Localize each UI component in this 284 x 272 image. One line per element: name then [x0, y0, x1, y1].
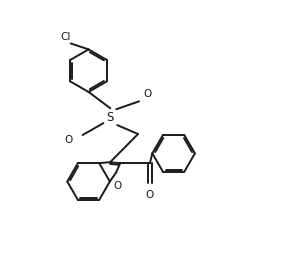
Text: O: O — [146, 190, 154, 200]
Text: O: O — [113, 181, 121, 191]
Text: O: O — [64, 135, 73, 145]
Text: S: S — [106, 111, 114, 124]
Text: O: O — [143, 89, 151, 100]
Text: Cl: Cl — [61, 32, 71, 42]
